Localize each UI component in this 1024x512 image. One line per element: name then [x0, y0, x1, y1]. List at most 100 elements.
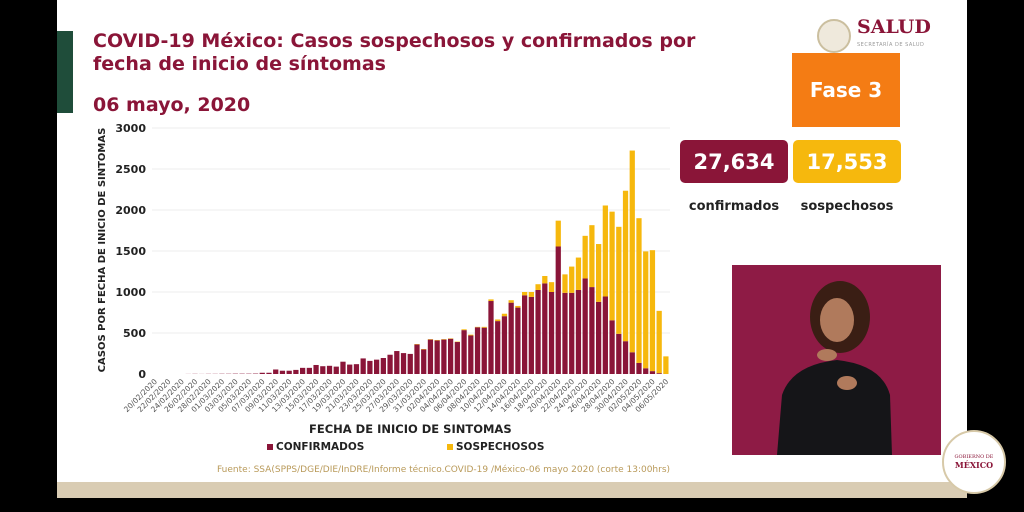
bar-sospechosos	[609, 211, 615, 321]
bar-sospechosos	[649, 250, 656, 372]
x-axis-title: FECHA DE INICIO DE SINTOMAS	[309, 422, 512, 436]
bar-sospechosos	[629, 150, 635, 353]
legend-swatch	[447, 444, 453, 450]
bar-sospechosos	[508, 300, 514, 303]
bar-sospechosos	[468, 334, 474, 336]
bar-confirmados	[347, 364, 353, 374]
bar-confirmados	[273, 369, 279, 374]
bar-sospechosos	[515, 305, 521, 308]
legend-suspected: SOSPECHOSOS	[447, 441, 544, 453]
bar-confirmados	[528, 296, 534, 374]
bar-confirmados	[387, 354, 393, 374]
bar-confirmados	[515, 307, 521, 374]
bar-sospechosos	[495, 319, 501, 322]
bar-confirmados	[508, 302, 514, 374]
bar-confirmados	[649, 371, 656, 374]
bar-confirmados	[582, 278, 588, 374]
bar-sospechosos	[643, 251, 649, 369]
bar-confirmados	[602, 296, 608, 374]
bar-sospechosos	[656, 310, 662, 374]
bar-sospechosos	[488, 299, 494, 302]
y-tick-label: 0	[138, 368, 146, 381]
bar-sospechosos	[589, 225, 595, 288]
bar-confirmados	[394, 351, 400, 374]
bar-confirmados	[596, 301, 602, 374]
y-axis-title: CASOS POR FECHA DE INICIO DE SINTOMAS	[97, 128, 108, 373]
bar-confirmados	[461, 330, 467, 374]
seal-icon	[817, 19, 851, 53]
bar-sospechosos	[602, 205, 608, 297]
bar-confirmados	[454, 342, 460, 374]
bar-confirmados	[279, 370, 286, 374]
bar-sospechosos	[636, 218, 642, 363]
legend-swatch	[267, 444, 273, 450]
bar-confirmados	[501, 316, 508, 374]
salud-logo: SALUD SECRETARÍA DE SALUD	[817, 18, 931, 54]
bar-confirmados	[468, 335, 474, 374]
bar-confirmados	[495, 321, 501, 374]
bar-confirmados	[481, 327, 487, 374]
bar-confirmados	[434, 340, 440, 374]
bar-confirmados	[286, 370, 292, 374]
bar-confirmados	[474, 327, 481, 374]
bar-sospechosos	[555, 220, 561, 247]
bar-confirmados	[441, 339, 447, 374]
bar-sospechosos	[569, 266, 575, 293]
report-date: 06 mayo, 2020	[93, 94, 251, 116]
bar-confirmados	[448, 338, 454, 374]
bar-sospechosos	[548, 282, 555, 292]
bar-confirmados	[380, 358, 386, 374]
y-tick-label: 500	[123, 327, 146, 340]
accent-bar	[57, 31, 73, 113]
bar-confirmados	[562, 292, 568, 374]
confirmed-total: 27,634	[680, 140, 788, 183]
bar-confirmados	[427, 339, 434, 374]
bar-confirmados	[300, 367, 306, 374]
bar-confirmados	[616, 333, 622, 374]
bar-sospechosos	[528, 292, 534, 297]
legend-label: CONFIRMADOS	[276, 441, 365, 453]
footer-strip	[57, 482, 967, 498]
bar-confirmados	[266, 372, 272, 374]
source-note: Fuente: SSA(SPPS/DGE/DIE/InDRE/Informe t…	[217, 465, 671, 475]
phase-badge: Fase 3	[792, 53, 900, 127]
bar-confirmados	[622, 341, 629, 374]
bar-sospechosos	[596, 244, 602, 302]
bar-confirmados	[259, 372, 265, 374]
suspected-total: 17,553	[793, 140, 901, 183]
y-tick-label: 1500	[115, 245, 146, 258]
bar-confirmados	[589, 287, 595, 374]
bar-confirmados	[522, 295, 528, 374]
bar-confirmados	[320, 366, 326, 374]
bar-confirmados	[353, 364, 360, 374]
bar-confirmados	[609, 320, 615, 374]
bar-confirmados	[306, 367, 312, 374]
bar-confirmados	[548, 292, 555, 374]
bar-sospechosos	[582, 235, 588, 279]
bar-confirmados	[535, 289, 541, 374]
sign-language-interpreter-video	[732, 265, 941, 455]
bar-confirmados	[569, 292, 575, 374]
bar-confirmados	[643, 368, 649, 374]
bar-confirmados	[575, 289, 582, 374]
bar-sospechosos	[562, 274, 568, 293]
brand-name: SALUD	[857, 16, 931, 38]
bar-confirmados	[360, 358, 366, 374]
bar-sospechosos	[575, 257, 582, 290]
bar-sospechosos	[461, 329, 467, 331]
bar-confirmados	[555, 246, 561, 374]
bar-confirmados	[656, 373, 662, 374]
suspected-label: sospechosos	[800, 199, 894, 214]
bar-confirmados	[333, 366, 339, 374]
slide: COVID-19 México: Casos sospechosos y con…	[57, 0, 967, 485]
y-tick-label: 2500	[115, 163, 146, 176]
bar-sospechosos	[622, 190, 629, 342]
bar-confirmados	[629, 352, 635, 374]
confirmed-label: confirmados	[688, 199, 780, 214]
y-tick-label: 2000	[115, 204, 146, 217]
bar-confirmados	[374, 359, 380, 374]
gobierno-mexico-logo: GOBIERNO DE MÉXICO	[942, 430, 1006, 494]
gob-line2: MÉXICO	[954, 460, 994, 470]
bar-confirmados	[400, 353, 407, 374]
bar-confirmados	[340, 361, 346, 374]
